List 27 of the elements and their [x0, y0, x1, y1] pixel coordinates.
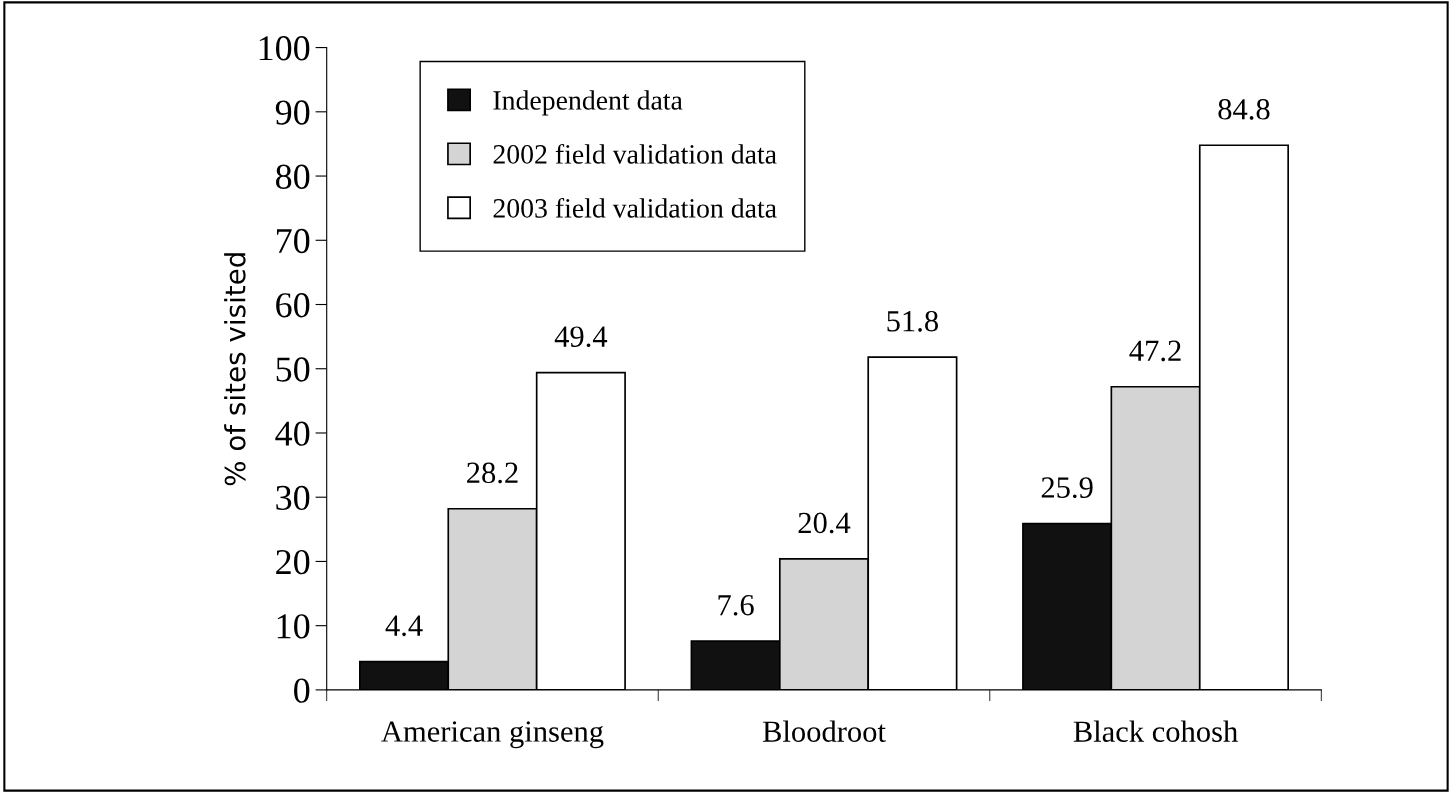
y-axis-title: % of sites visited: [224, 253, 246, 486]
y-tick-label: 40: [275, 421, 310, 446]
y-tick-label: 90: [275, 100, 310, 125]
y-tick-label: 0: [294, 678, 310, 703]
y-tick-label: 80: [275, 164, 310, 189]
y-tick-label: 20: [276, 549, 310, 575]
data-label: 51.8: [887, 310, 938, 332]
legend-label: 2002 field validation data: [493, 143, 777, 164]
data-label: 20.4: [798, 512, 851, 534]
data-label: 49.4: [554, 326, 608, 348]
legend-label: Independent data: [493, 90, 683, 116]
data-label: 47.2: [1129, 340, 1181, 362]
y-tick-label: 100: [259, 36, 310, 61]
y-tick-label: 60: [276, 293, 310, 318]
x-tick-label: Bloodroot: [762, 720, 886, 742]
y-tick-label: 10: [277, 614, 310, 639]
data-label: 4.4: [385, 615, 423, 637]
data-label: 28.2: [467, 462, 518, 484]
x-tick-label: Black cohosh: [1073, 720, 1238, 742]
y-tick-label: 50: [276, 357, 310, 382]
y-tick-label: 30: [276, 485, 310, 511]
data-label: 84.8: [1218, 98, 1270, 120]
legend-label: 2003 field validation data: [493, 197, 777, 218]
data-label: 7.6: [718, 594, 754, 616]
x-tick-label: American ginseng: [381, 721, 604, 749]
y-tick-label: 70: [277, 228, 310, 254]
data-label: 25.9: [1041, 477, 1093, 499]
